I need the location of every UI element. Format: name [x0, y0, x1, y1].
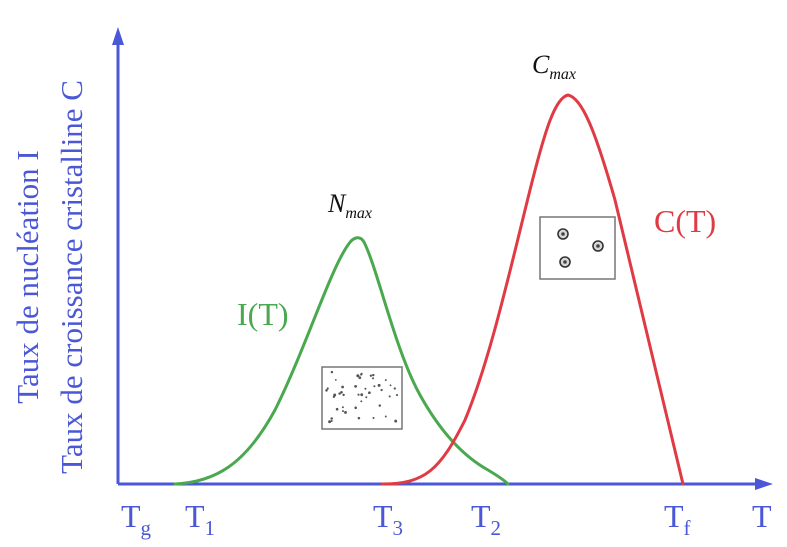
nucleus-dot: [340, 390, 343, 394]
nucleus-dot: [335, 407, 339, 411]
nucleus-dot: [372, 416, 375, 420]
x-tick-t3: T3: [373, 498, 403, 540]
nucleus-dot: [328, 420, 332, 424]
nucleation-curve-label: I(T): [237, 296, 289, 332]
nucleus-dot: [326, 387, 329, 390]
nucleus-dot: [341, 406, 344, 409]
crystal-3-core: [563, 260, 567, 264]
x-axis-arrowhead: [755, 478, 773, 490]
nucleus-dot: [372, 373, 375, 377]
x-tick-t1-sub: 1: [205, 516, 216, 540]
nuclei-dots: [325, 370, 399, 424]
nucleus-dot: [380, 388, 383, 392]
x-tick-tg-sub: g: [141, 516, 152, 540]
x-tick-t3-base: T: [373, 498, 393, 534]
y-axis-label-line2: Taux de croissance cristalline C: [54, 80, 89, 474]
growth-inset-box: [539, 216, 616, 280]
nucleation-peak-sub: max: [345, 205, 372, 222]
nucleus-dot: [330, 417, 333, 420]
x-tick-tf-sub: f: [684, 516, 691, 540]
nucleus-dot: [344, 410, 347, 414]
nucleus-dot: [364, 387, 367, 390]
nucleus-dot: [373, 385, 376, 388]
nucleus-dot: [357, 393, 360, 396]
nucleus-dot: [394, 419, 398, 423]
nucleus-dot: [371, 377, 375, 380]
nucleus-dot: [378, 404, 382, 407]
growth-peak-base: C: [532, 50, 550, 79]
nucleus-dot: [334, 379, 337, 381]
nucleus-dot: [342, 410, 344, 413]
nucleation-inset-box: [321, 366, 403, 430]
nucleus-dot: [354, 406, 357, 410]
nucleus-dot: [325, 389, 328, 392]
nucleation-peak-base: N: [327, 189, 347, 218]
nucleus-dot: [354, 385, 357, 388]
growth-inset: [539, 216, 616, 280]
nucleation-inset: [321, 366, 403, 430]
nucleus-dot: [388, 395, 391, 398]
y-axis-arrowhead: [112, 27, 124, 45]
x-tick-t2-sub: 2: [491, 516, 502, 540]
nucleus-dot: [365, 396, 368, 399]
nucleus-dot: [389, 384, 392, 387]
x-tick-tf: Tf: [664, 498, 691, 540]
nucleus-dot: [377, 383, 381, 387]
x-axis-end-label: T: [752, 498, 772, 534]
growth-curve: [380, 93, 685, 486]
nucleus-dot: [384, 379, 387, 382]
nucleus-dot: [330, 419, 333, 423]
nucleus-dot: [330, 370, 334, 374]
nucleus-dot: [332, 395, 336, 398]
x-tick-t2: T2: [471, 498, 501, 540]
x-tick-t1: T1: [185, 498, 215, 540]
crystal-1-core: [561, 232, 565, 236]
nucleus-dot: [357, 416, 361, 420]
x-tick-tg-base: T: [121, 498, 141, 534]
y-axis-label-line1: Taux de nucléation I: [10, 150, 45, 403]
x-tick-tf-base: T: [664, 498, 684, 534]
crystal-2-core: [596, 244, 600, 248]
nucleus-dot: [395, 394, 399, 397]
axes: [112, 27, 773, 490]
nucleus-dot: [368, 391, 371, 395]
nucleus-dot: [358, 376, 362, 380]
nucleus-dot: [360, 393, 364, 397]
nucleus-dot: [360, 373, 363, 376]
nucleus-dot: [369, 374, 373, 377]
nucleus-dot: [393, 387, 396, 390]
growth-peak-label: Cmax: [532, 50, 576, 83]
nucleation-peak-label: Nmax: [327, 189, 372, 222]
x-tick-t1-base: T: [185, 498, 205, 534]
nucleus-dot: [384, 415, 387, 418]
nucleation-curve: [173, 236, 510, 486]
x-tick-t2-base: T: [471, 498, 491, 534]
nucleus-dot: [338, 392, 341, 395]
x-tick-tg: Tg: [121, 498, 152, 540]
growth-peak-sub: max: [549, 66, 576, 83]
nucleus-dot: [342, 393, 345, 397]
growth-curve-label: C(T): [654, 203, 716, 239]
nucleus-dot: [356, 374, 360, 378]
nucleus-dot: [341, 385, 344, 389]
x-tick-t3-sub: 3: [393, 516, 404, 540]
nucleus-dot: [360, 400, 363, 403]
